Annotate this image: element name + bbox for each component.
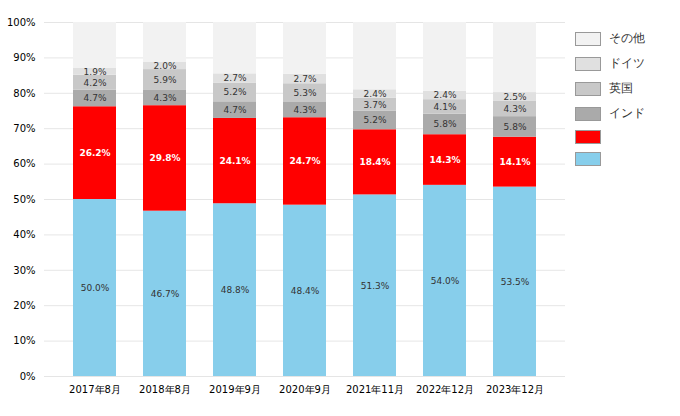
svg-text:53.5%: 53.5% bbox=[501, 277, 530, 287]
svg-text:14.3%: 14.3% bbox=[429, 155, 460, 165]
svg-text:2022年12月: 2022年12月 bbox=[416, 384, 474, 395]
svg-text:5.8%: 5.8% bbox=[434, 119, 457, 129]
svg-text:2017年8月: 2017年8月 bbox=[69, 384, 121, 395]
svg-text:4.3%: 4.3% bbox=[154, 93, 177, 103]
svg-text:2020年9月: 2020年9月 bbox=[279, 384, 331, 395]
svg-text:4.1%: 4.1% bbox=[434, 102, 457, 112]
svg-text:5.9%: 5.9% bbox=[154, 75, 177, 85]
svg-text:5.8%: 5.8% bbox=[504, 122, 527, 132]
html-text:英国: 英国 bbox=[609, 81, 633, 95]
svg-text:24.7%: 24.7% bbox=[289, 156, 320, 166]
svg-text:14.1%: 14.1% bbox=[499, 157, 530, 167]
svg-text:90%: 90% bbox=[13, 52, 35, 63]
svg-text:5.2%: 5.2% bbox=[224, 87, 247, 97]
svg-text:2.0%: 2.0% bbox=[154, 61, 177, 71]
svg-text:2018年8月: 2018年8月 bbox=[139, 384, 191, 395]
svg-text:0%: 0% bbox=[20, 371, 36, 382]
svg-text:60%: 60% bbox=[13, 158, 35, 169]
svg-text:48.4%: 48.4% bbox=[291, 286, 320, 296]
svg-text:2.7%: 2.7% bbox=[224, 73, 247, 83]
svg-text:2.4%: 2.4% bbox=[364, 89, 387, 99]
svg-text:2.4%: 2.4% bbox=[434, 90, 457, 100]
svg-text:100%: 100% bbox=[7, 17, 36, 28]
svg-text:51.3%: 51.3% bbox=[361, 281, 390, 291]
svg-text:46.7%: 46.7% bbox=[151, 289, 180, 299]
svg-text:40%: 40% bbox=[13, 229, 35, 240]
html-text:インド: インド bbox=[609, 106, 645, 120]
svg-text:4.2%: 4.2% bbox=[84, 78, 107, 88]
svg-text:50.0%: 50.0% bbox=[81, 283, 110, 293]
svg-text:50%: 50% bbox=[13, 194, 35, 205]
svg-text:5.3%: 5.3% bbox=[294, 88, 317, 98]
svg-text:2.7%: 2.7% bbox=[294, 74, 317, 84]
svg-text:70%: 70% bbox=[13, 123, 35, 134]
svg-text:80%: 80% bbox=[13, 88, 35, 99]
html-text:その他: その他 bbox=[609, 31, 645, 45]
svg-text:4.3%: 4.3% bbox=[294, 105, 317, 115]
svg-text:24.1%: 24.1% bbox=[219, 156, 250, 166]
svg-text:54.0%: 54.0% bbox=[431, 276, 460, 286]
svg-text:26.2%: 26.2% bbox=[79, 148, 110, 158]
svg-text:18.4%: 18.4% bbox=[359, 157, 390, 167]
svg-text:4.7%: 4.7% bbox=[84, 93, 107, 103]
svg-text:4.7%: 4.7% bbox=[224, 105, 247, 115]
svg-text:4.3%: 4.3% bbox=[504, 104, 527, 114]
svg-text:30%: 30% bbox=[13, 265, 35, 276]
svg-text:2021年11月: 2021年11月 bbox=[346, 384, 404, 395]
svg-text:5.2%: 5.2% bbox=[364, 115, 387, 125]
html-text:ドイツ: ドイツ bbox=[609, 56, 645, 70]
svg-text:10%: 10% bbox=[13, 335, 35, 346]
svg-text:2.5%: 2.5% bbox=[504, 92, 527, 102]
svg-text:2023年12月: 2023年12月 bbox=[486, 384, 544, 395]
svg-text:3.7%: 3.7% bbox=[364, 100, 387, 110]
svg-text:2019年9月: 2019年9月 bbox=[209, 384, 261, 395]
svg-text:48.8%: 48.8% bbox=[221, 285, 250, 295]
svg-text:1.9%: 1.9% bbox=[84, 67, 107, 77]
svg-text:29.8%: 29.8% bbox=[149, 153, 180, 163]
svg-text:20%: 20% bbox=[13, 300, 35, 311]
